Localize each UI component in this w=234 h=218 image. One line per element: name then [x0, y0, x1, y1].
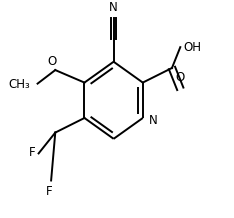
Text: OH: OH: [183, 41, 201, 54]
Text: O: O: [47, 55, 56, 68]
Text: CH₃: CH₃: [8, 78, 30, 91]
Text: F: F: [46, 185, 52, 198]
Text: F: F: [29, 146, 36, 159]
Text: N: N: [149, 114, 158, 127]
Text: N: N: [109, 1, 118, 14]
Text: O: O: [176, 71, 185, 84]
